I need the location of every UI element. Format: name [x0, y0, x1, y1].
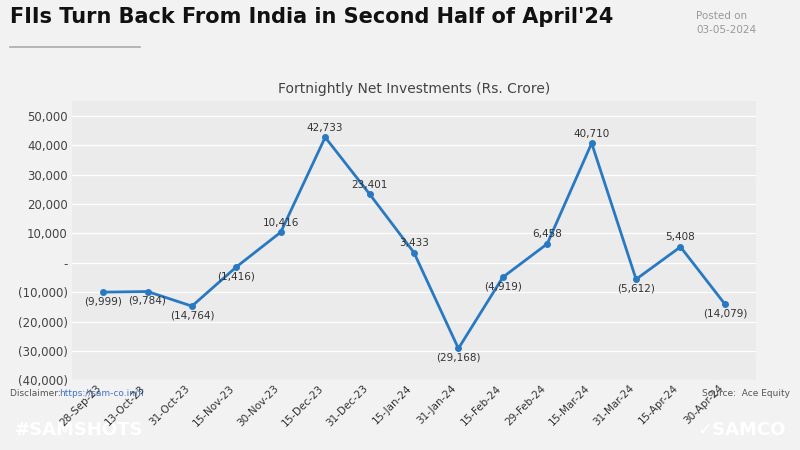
Text: Source:  Ace Equity: Source: Ace Equity — [702, 389, 790, 398]
Text: (29,168): (29,168) — [436, 353, 481, 363]
Text: (9,999): (9,999) — [84, 297, 122, 306]
Text: (14,764): (14,764) — [170, 310, 214, 320]
Text: FIIs Turn Back From India in Second Half of April'24: FIIs Turn Back From India in Second Half… — [10, 7, 613, 27]
Title: Fortnightly Net Investments (Rs. Crore): Fortnightly Net Investments (Rs. Crore) — [278, 82, 550, 96]
Text: 40,710: 40,710 — [574, 129, 610, 139]
Text: (5,612): (5,612) — [617, 284, 655, 294]
Text: 23,401: 23,401 — [351, 180, 388, 189]
Text: 6,458: 6,458 — [532, 230, 562, 239]
Text: (1,416): (1,416) — [218, 271, 255, 281]
Text: ✓SAMCO: ✓SAMCO — [698, 421, 786, 439]
Text: Disclaimer:: Disclaimer: — [10, 389, 63, 398]
Text: (9,784): (9,784) — [129, 296, 166, 306]
Text: (14,079): (14,079) — [702, 309, 747, 319]
Text: Posted on: Posted on — [696, 11, 747, 21]
Text: #SAMSHOTS: #SAMSHOTS — [14, 421, 143, 439]
Text: 42,733: 42,733 — [307, 123, 343, 133]
Text: 03-05-2024: 03-05-2024 — [696, 25, 756, 35]
Text: (4,919): (4,919) — [484, 282, 522, 292]
Text: 10,416: 10,416 — [262, 218, 299, 228]
Text: 5,408: 5,408 — [666, 233, 695, 243]
Text: https://sam-co.in/fi: https://sam-co.in/fi — [59, 389, 144, 398]
Text: 3,433: 3,433 — [399, 238, 429, 248]
